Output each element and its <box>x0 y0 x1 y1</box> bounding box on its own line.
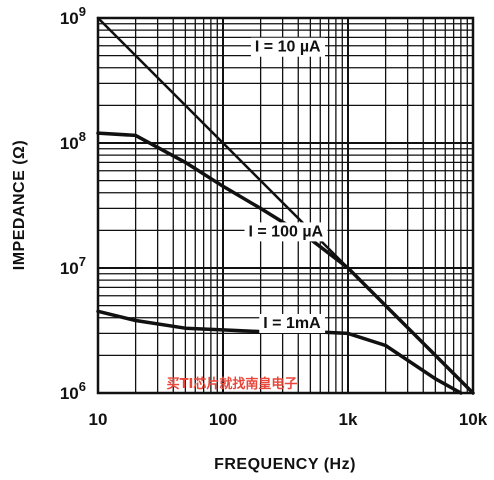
curve-label-backdrop <box>250 37 326 57</box>
curve-label-backdrop <box>259 313 326 333</box>
curve-label: I = 10 µA <box>255 39 321 56</box>
x-tick-label: 10k <box>459 410 488 429</box>
tick-labels: 10 100 1k 10k 106 107 108 109 <box>60 4 488 429</box>
x-tick-label: 1k <box>339 410 358 429</box>
y-tick-label: 106 <box>60 379 86 403</box>
plot-frame <box>96 16 475 395</box>
y-axis-title: IMPEDANCE (Ω) <box>11 140 28 270</box>
curve-label: I = 100 µA <box>249 223 324 240</box>
x-axis-title: FREQUENCY (Hz) <box>214 456 356 473</box>
y-tick-label: 107 <box>60 254 86 278</box>
curve-label: I = 1mA <box>263 315 321 332</box>
y-tick-label: 109 <box>60 4 86 28</box>
curve-labels: I = 10 µA I = 100 µA I = 1mA <box>244 37 328 333</box>
watermark: 买TI芯片就找南皇电子 <box>167 376 298 392</box>
x-tick-label: 100 <box>209 410 237 429</box>
x-tick-label: 10 <box>89 410 108 429</box>
y-tick-label: 108 <box>60 129 86 153</box>
chart-curves <box>96 16 475 395</box>
curve-label-backdrop <box>244 222 328 242</box>
series-line-2 <box>96 131 475 395</box>
